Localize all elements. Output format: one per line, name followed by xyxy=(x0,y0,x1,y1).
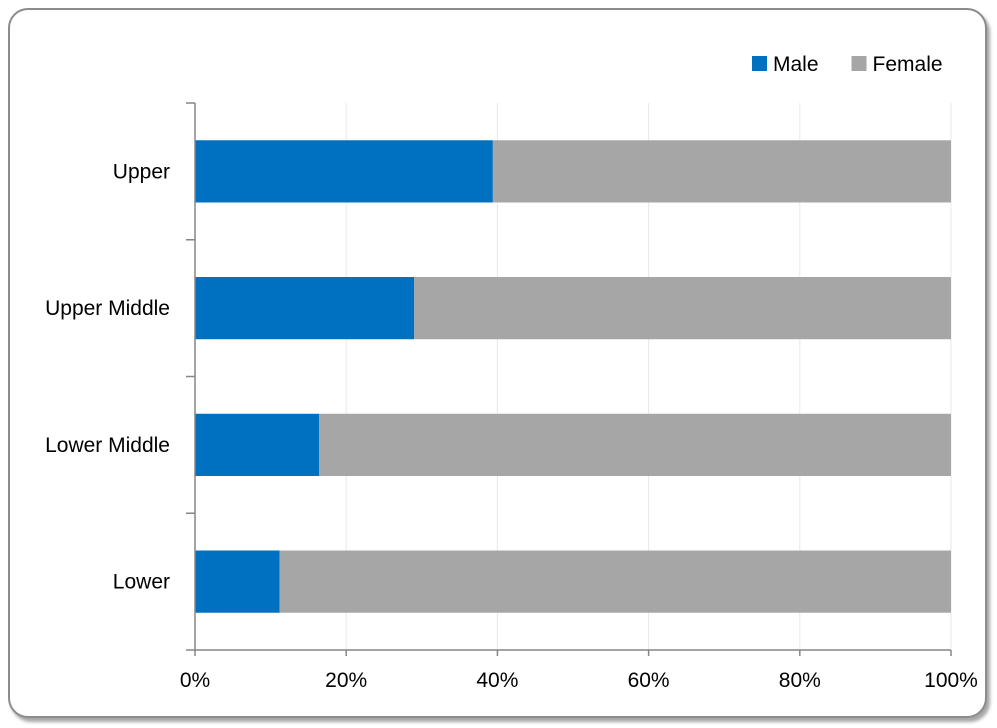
legend-label-male: Male xyxy=(773,53,819,76)
category-labels: Upper Upper Middle Lower Middle Lower xyxy=(45,160,170,593)
x-tick-label: 40% xyxy=(476,669,518,692)
x-tick-labels: 0% 20% 40% 60% 80% 100% xyxy=(180,669,978,692)
bar-female-upper-middle xyxy=(414,277,951,340)
legend-swatch-male xyxy=(752,56,767,71)
x-tick-label: 0% xyxy=(180,669,210,692)
bar-male-lower xyxy=(195,550,280,613)
legend-label-female: Female xyxy=(873,53,943,76)
category-label-lower: Lower xyxy=(113,571,170,594)
category-label-upper-middle: Upper Middle xyxy=(45,297,170,320)
bar-male-lower-middle xyxy=(195,413,319,476)
bar-female-lower xyxy=(279,550,951,613)
legend: Male Female xyxy=(752,53,943,76)
category-label-upper: Upper xyxy=(113,160,170,183)
bar-female-upper xyxy=(492,140,951,203)
category-label-lower-middle: Lower Middle xyxy=(45,434,170,457)
x-tick-label: 60% xyxy=(628,669,670,692)
x-tick-label: 20% xyxy=(325,669,367,692)
x-tick-label: 100% xyxy=(924,669,978,692)
bar-female-lower-middle xyxy=(318,413,951,476)
legend-swatch-female xyxy=(851,56,867,71)
axes xyxy=(186,102,952,656)
bars xyxy=(195,140,951,613)
x-tick-label: 80% xyxy=(779,669,821,692)
bar-male-upper-middle xyxy=(195,277,415,340)
bar-male-upper xyxy=(195,140,493,203)
